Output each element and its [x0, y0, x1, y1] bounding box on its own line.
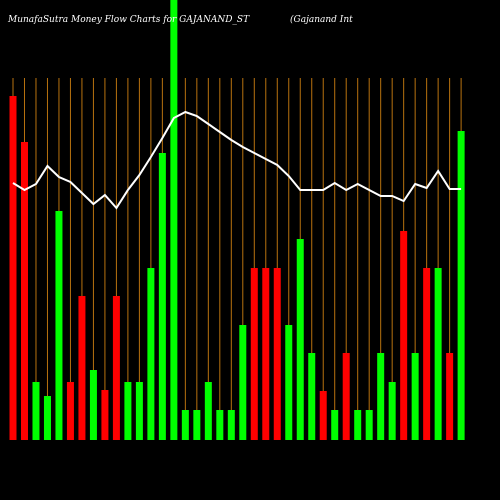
bar: [216, 410, 224, 440]
bar: [446, 353, 454, 440]
bar: [308, 353, 316, 440]
bar: [319, 391, 327, 440]
bar: [193, 410, 201, 440]
bar: [296, 239, 304, 440]
bar: [273, 268, 281, 440]
bar: [32, 382, 40, 440]
bar: [78, 296, 86, 440]
bar: [181, 410, 189, 440]
bar: [342, 353, 350, 440]
bar: [43, 396, 51, 440]
bar: [365, 410, 373, 440]
bar: [354, 410, 362, 440]
bar: [135, 382, 143, 440]
bar: [388, 382, 396, 440]
bar: [285, 325, 293, 440]
bar: [331, 410, 339, 440]
bar: [262, 268, 270, 440]
money-flow-line: [12, 110, 462, 210]
bar: [423, 268, 431, 440]
bar: [434, 268, 442, 440]
bar: [411, 353, 419, 440]
bar: [9, 96, 17, 440]
bar: [377, 353, 385, 440]
bar: [124, 382, 132, 440]
bar: [239, 325, 247, 440]
bar: [204, 382, 212, 440]
bar: [55, 211, 63, 440]
bar: [158, 153, 166, 440]
bar: [112, 296, 120, 440]
bar: [170, 0, 178, 440]
bar: [89, 370, 97, 440]
chart-title: MunafaSutra Money Flow Charts for GAJANA…: [7, 15, 250, 25]
bar: [457, 131, 465, 440]
bar: [101, 390, 109, 440]
chart-subtitle: (Gajanand Int: [290, 14, 353, 25]
bar: [20, 142, 28, 440]
bar: [66, 382, 74, 440]
bar: [400, 231, 408, 440]
lines: [12, 110, 462, 210]
bar: [227, 410, 235, 440]
bar: [250, 268, 258, 440]
bars: [9, 0, 465, 440]
bar: [147, 268, 155, 440]
